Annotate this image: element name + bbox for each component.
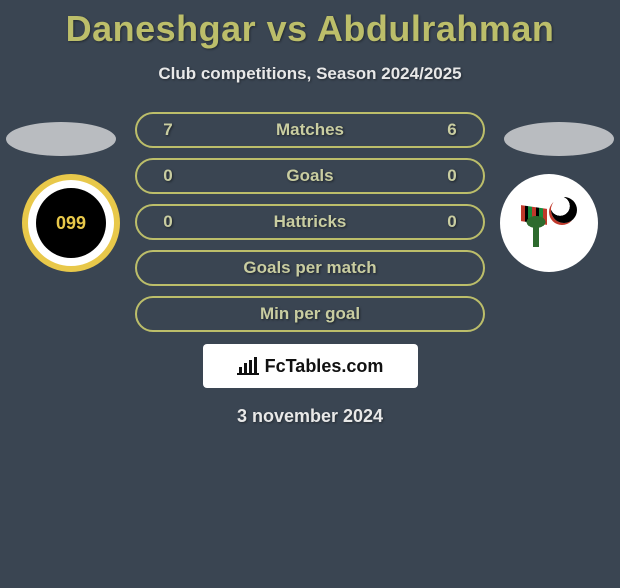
- stat-row-gpm: Goals per match: [135, 250, 485, 286]
- stat-label: Goals: [183, 166, 437, 186]
- comparison-panel: 099 7 Matches 6 0 Goals 0 0 Hattricks 0 …: [0, 112, 620, 427]
- sepahan-badge: 099: [22, 174, 120, 272]
- stat-left-value: 0: [153, 212, 183, 232]
- stat-right-value: 0: [437, 212, 467, 232]
- stat-row-mpg: Min per goal: [135, 296, 485, 332]
- chart-icon: [237, 357, 259, 375]
- stat-label: Hattricks: [183, 212, 437, 232]
- stat-right-value: 6: [437, 120, 467, 140]
- aljazira-badge: [500, 174, 598, 272]
- stat-right-value: 0: [437, 166, 467, 186]
- stat-label: Min per goal: [183, 304, 437, 324]
- stats-list: 7 Matches 6 0 Goals 0 0 Hattricks 0 Goal…: [135, 112, 485, 332]
- stat-row-hattricks: 0 Hattricks 0: [135, 204, 485, 240]
- aljazira-badge-inner: [519, 193, 579, 253]
- date-text: 3 november 2024: [0, 406, 620, 427]
- branding-text: FcTables.com: [265, 356, 384, 377]
- stat-left-value: 7: [153, 120, 183, 140]
- branding-box: FcTables.com: [203, 344, 418, 388]
- page-title: Daneshgar vs Abdulrahman: [0, 8, 620, 50]
- player-left-silhouette: [4, 120, 118, 158]
- stat-row-goals: 0 Goals 0: [135, 158, 485, 194]
- stat-label: Goals per match: [183, 258, 437, 278]
- sepahan-badge-inner: 099: [36, 188, 106, 258]
- stat-label: Matches: [183, 120, 437, 140]
- stat-row-matches: 7 Matches 6: [135, 112, 485, 148]
- stat-left-value: 0: [153, 166, 183, 186]
- player-right-silhouette: [502, 120, 616, 158]
- subtitle: Club competitions, Season 2024/2025: [0, 64, 620, 84]
